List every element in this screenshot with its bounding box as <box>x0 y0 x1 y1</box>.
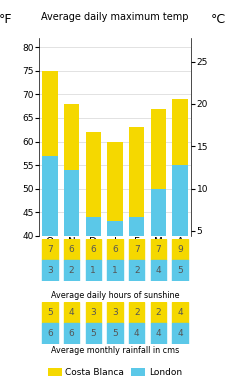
Bar <box>85 239 101 260</box>
Bar <box>128 260 144 281</box>
Text: 2: 2 <box>68 266 74 275</box>
Bar <box>172 239 187 260</box>
Bar <box>107 239 122 260</box>
Bar <box>64 239 79 260</box>
Bar <box>85 323 101 344</box>
Text: Average daily maximum temp: Average daily maximum temp <box>41 12 188 22</box>
Bar <box>107 141 122 222</box>
Bar <box>85 132 101 217</box>
Text: 9: 9 <box>176 245 182 254</box>
Bar <box>172 165 187 236</box>
Text: 5: 5 <box>47 308 53 317</box>
Text: 1: 1 <box>112 266 117 275</box>
Text: 6: 6 <box>112 245 117 254</box>
Bar <box>42 71 57 156</box>
Text: 6: 6 <box>68 245 74 254</box>
Text: Average daily hours of sunshine: Average daily hours of sunshine <box>51 291 178 300</box>
Text: 2: 2 <box>133 308 139 317</box>
Bar <box>42 156 57 236</box>
Text: 4: 4 <box>155 266 161 275</box>
Bar <box>150 188 165 236</box>
Text: 6: 6 <box>47 329 53 338</box>
Bar <box>64 170 79 236</box>
Bar <box>42 239 57 260</box>
Text: 2: 2 <box>155 308 161 317</box>
Bar <box>128 323 144 344</box>
Bar <box>172 323 187 344</box>
Text: 5: 5 <box>176 266 182 275</box>
Text: 4: 4 <box>68 308 74 317</box>
Text: °F: °F <box>0 13 12 26</box>
Text: 7: 7 <box>155 245 161 254</box>
Bar <box>150 260 165 281</box>
Text: 5: 5 <box>90 329 96 338</box>
Text: 4: 4 <box>155 329 161 338</box>
Bar <box>42 302 57 323</box>
Text: Average monthly rainfall in cms: Average monthly rainfall in cms <box>51 346 178 355</box>
Bar <box>128 239 144 260</box>
Text: 5: 5 <box>112 329 117 338</box>
Bar <box>107 260 122 281</box>
Bar <box>85 302 101 323</box>
Legend: Costa Blanca, London: Costa Blanca, London <box>44 364 185 380</box>
Bar <box>85 260 101 281</box>
Text: 1: 1 <box>90 266 96 275</box>
Bar <box>64 302 79 323</box>
Bar <box>64 104 79 170</box>
Text: 4: 4 <box>133 329 139 338</box>
Bar <box>128 127 144 217</box>
Bar <box>64 260 79 281</box>
Text: 3: 3 <box>47 266 53 275</box>
Bar <box>150 239 165 260</box>
Bar <box>172 302 187 323</box>
Bar <box>107 222 122 236</box>
Bar <box>150 323 165 344</box>
Text: 7: 7 <box>47 245 53 254</box>
Bar <box>107 323 122 344</box>
Bar <box>150 302 165 323</box>
Bar <box>150 109 165 188</box>
Bar <box>85 217 101 236</box>
Bar <box>172 260 187 281</box>
Bar <box>172 99 187 165</box>
Text: 3: 3 <box>90 308 96 317</box>
Text: 3: 3 <box>112 308 117 317</box>
Bar <box>128 302 144 323</box>
Text: 7: 7 <box>133 245 139 254</box>
Text: 6: 6 <box>90 245 96 254</box>
Text: 4: 4 <box>177 308 182 317</box>
Bar <box>64 323 79 344</box>
Text: 4: 4 <box>177 329 182 338</box>
Bar <box>42 260 57 281</box>
Text: 6: 6 <box>68 329 74 338</box>
Bar <box>42 323 57 344</box>
Text: °C: °C <box>210 13 225 26</box>
Bar <box>128 217 144 236</box>
Text: 2: 2 <box>133 266 139 275</box>
Bar <box>107 302 122 323</box>
